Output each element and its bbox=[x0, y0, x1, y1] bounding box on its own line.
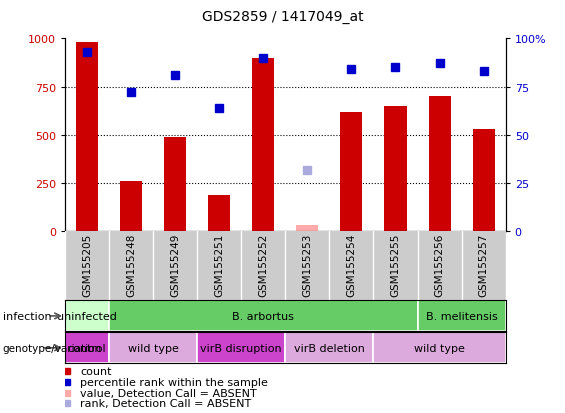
Text: virB deletion: virB deletion bbox=[294, 343, 365, 353]
Bar bbox=[472, 130, 494, 232]
Bar bbox=[109, 332, 197, 363]
Bar bbox=[76, 43, 98, 232]
Text: GSM155255: GSM155255 bbox=[390, 233, 401, 296]
Text: wild type: wild type bbox=[414, 343, 465, 353]
Text: B. arbortus: B. arbortus bbox=[232, 311, 294, 321]
Text: wild type: wild type bbox=[128, 343, 179, 353]
Bar bbox=[418, 301, 506, 332]
Bar bbox=[109, 301, 418, 332]
Bar bbox=[252, 59, 275, 232]
Text: GSM155256: GSM155256 bbox=[434, 233, 445, 296]
Text: B. melitensis: B. melitensis bbox=[426, 311, 497, 321]
Text: GSM155205: GSM155205 bbox=[82, 233, 92, 296]
Bar bbox=[120, 182, 142, 232]
Text: rank, Detection Call = ABSENT: rank, Detection Call = ABSENT bbox=[80, 399, 251, 408]
Text: count: count bbox=[80, 366, 111, 376]
Text: GSM155249: GSM155249 bbox=[170, 233, 180, 296]
Text: GSM155251: GSM155251 bbox=[214, 233, 224, 296]
Text: virB disruption: virB disruption bbox=[201, 343, 282, 353]
Text: genotype/variation: genotype/variation bbox=[3, 343, 102, 353]
Bar bbox=[208, 195, 231, 232]
Bar bbox=[340, 112, 363, 232]
Text: GSM155248: GSM155248 bbox=[126, 233, 136, 296]
Bar bbox=[164, 138, 186, 232]
Bar bbox=[296, 226, 318, 232]
Bar bbox=[65, 301, 109, 332]
Bar bbox=[65, 332, 109, 363]
Bar bbox=[197, 332, 285, 363]
Text: uninfected: uninfected bbox=[57, 311, 117, 321]
Bar bbox=[428, 97, 451, 232]
Text: GSM155257: GSM155257 bbox=[479, 233, 489, 296]
Bar bbox=[373, 332, 506, 363]
Bar bbox=[285, 332, 373, 363]
Text: GSM155254: GSM155254 bbox=[346, 233, 357, 296]
Bar bbox=[384, 107, 406, 232]
Text: percentile rank within the sample: percentile rank within the sample bbox=[80, 377, 268, 387]
Text: GSM155253: GSM155253 bbox=[302, 233, 312, 296]
Text: control: control bbox=[68, 343, 106, 353]
Text: GSM155252: GSM155252 bbox=[258, 233, 268, 296]
Text: infection: infection bbox=[3, 311, 51, 321]
Text: value, Detection Call = ABSENT: value, Detection Call = ABSENT bbox=[80, 388, 257, 398]
Text: GDS2859 / 1417049_at: GDS2859 / 1417049_at bbox=[202, 10, 363, 24]
